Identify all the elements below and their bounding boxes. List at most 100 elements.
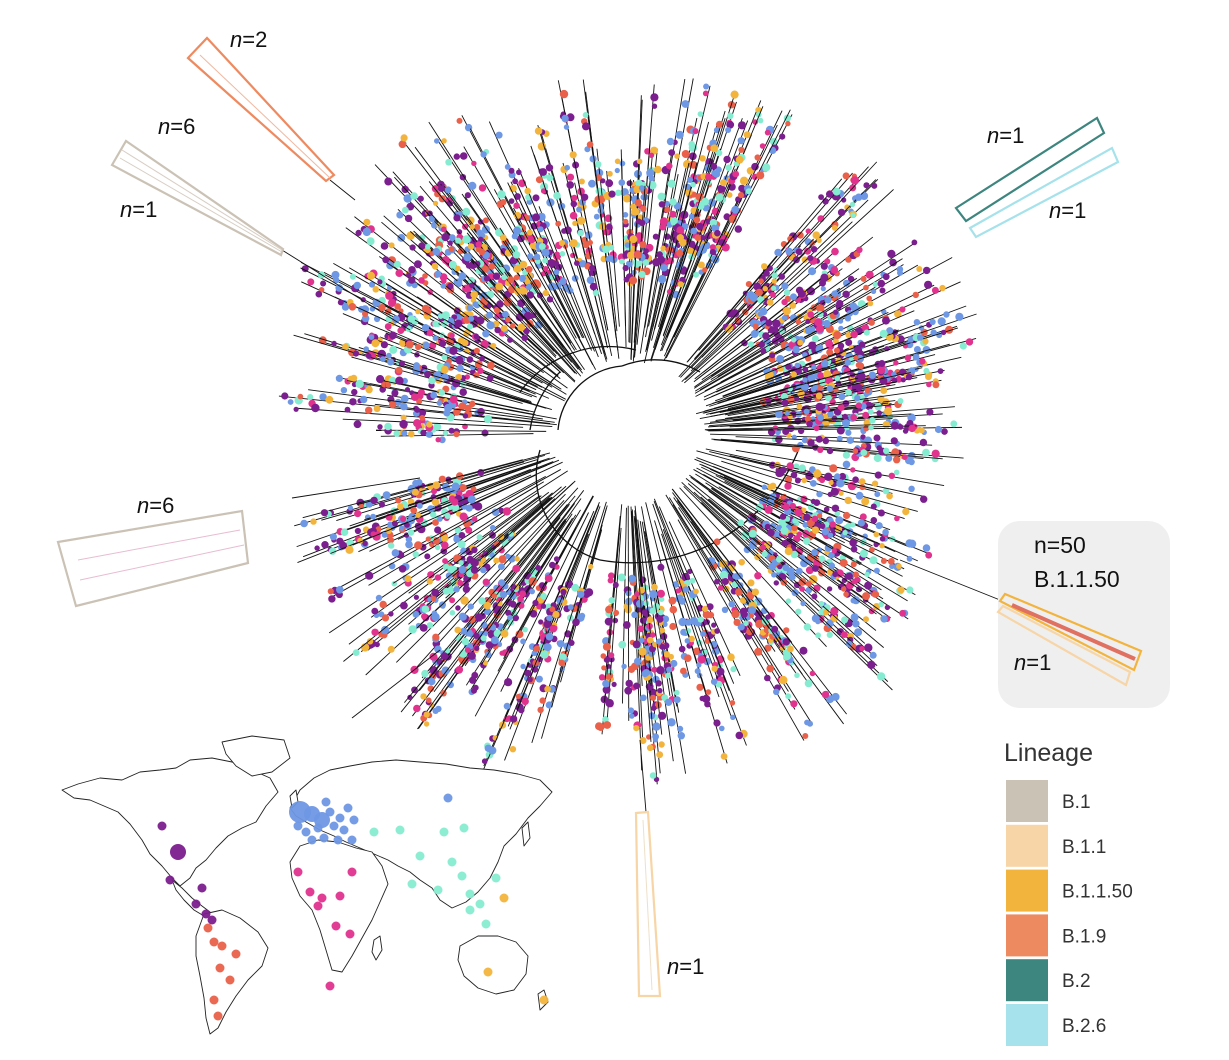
tree-tip <box>732 573 738 580</box>
tree-tip <box>656 666 665 675</box>
tree-tip <box>413 419 422 428</box>
tree-tip <box>793 581 801 589</box>
tree-tip <box>629 235 638 244</box>
tree-tip <box>723 155 731 164</box>
tree-tip <box>710 144 719 153</box>
tree-tip <box>486 290 495 299</box>
tree-tip <box>782 503 790 511</box>
tree-tip <box>648 152 655 158</box>
tree-branch <box>500 512 589 692</box>
tree-tip <box>415 308 421 315</box>
map-point-central-america <box>191 899 201 909</box>
tree-tip <box>782 638 790 646</box>
map-point-north-america <box>157 821 167 831</box>
map-north-america <box>61 757 279 887</box>
tree-tip <box>674 689 680 696</box>
tree-tip <box>622 218 629 225</box>
tree-tip <box>460 547 468 555</box>
tree-tip <box>438 436 446 444</box>
tree-tip <box>367 271 375 280</box>
tree-tip <box>365 406 373 414</box>
tree-tip <box>792 517 799 524</box>
tree-tip <box>438 313 444 320</box>
tree-tip <box>370 513 376 520</box>
tree-tip <box>358 503 364 509</box>
tree-tip <box>293 406 299 412</box>
tree-tip <box>651 666 658 673</box>
tree-tip <box>602 685 611 694</box>
tree-tip <box>802 733 809 739</box>
tree-tip <box>868 319 875 326</box>
tree-tip <box>643 248 649 254</box>
map-greenland <box>221 735 291 777</box>
tree-tip <box>761 484 768 490</box>
map-point-north-america <box>165 875 175 885</box>
tree-tip <box>839 558 848 567</box>
tree-tip <box>510 245 518 253</box>
tree-tip <box>478 248 486 256</box>
tree-tip <box>435 544 441 551</box>
tree-tip <box>331 340 337 347</box>
tree-tip <box>732 170 740 178</box>
tree-tip <box>878 601 884 608</box>
tree-tip <box>488 262 496 270</box>
tree-tip <box>605 699 614 708</box>
tree-tip <box>833 331 842 340</box>
tree-tip <box>468 315 475 322</box>
tree-tip <box>505 609 512 617</box>
tree-tip <box>483 414 492 424</box>
tree-branch <box>666 168 736 338</box>
tree-tip <box>349 273 356 280</box>
tree-tip <box>714 628 721 634</box>
tree-tip <box>815 632 821 639</box>
tree-tip <box>451 498 459 506</box>
tree-tip <box>449 610 456 616</box>
tree-tip <box>782 306 791 316</box>
tree-tip <box>852 571 860 578</box>
tree-tip <box>790 550 799 559</box>
tree-tip <box>489 624 497 631</box>
tree-tip <box>474 613 484 622</box>
tree-tip <box>540 188 547 194</box>
tree-tip <box>934 425 943 434</box>
tree-tip <box>782 564 790 572</box>
tree-tip <box>678 617 687 627</box>
tree-tip <box>602 716 609 723</box>
tree-tip <box>668 149 676 157</box>
tree-branch <box>663 109 791 361</box>
tree-tip <box>863 616 869 623</box>
tree-tip <box>407 529 415 536</box>
tree-tip <box>458 560 464 566</box>
tree-tip <box>812 565 819 572</box>
tree-tip <box>783 289 791 296</box>
tree-tip <box>730 90 739 99</box>
tree-tip <box>688 140 695 148</box>
tree-tip <box>643 600 650 607</box>
tree-tip <box>891 448 900 456</box>
tree-tip <box>762 286 768 292</box>
tree-tip <box>853 355 859 361</box>
tree-tip <box>842 451 851 459</box>
tree-tip <box>662 615 670 623</box>
tree-tip <box>588 563 594 570</box>
map-point-europe <box>319 833 329 843</box>
tree-tip <box>675 130 684 139</box>
tree-tip <box>826 631 833 639</box>
tree-branch <box>730 335 934 401</box>
tree-tip <box>480 151 487 158</box>
map-point-europe <box>333 835 343 845</box>
tree-branch <box>352 464 547 546</box>
tree-tip <box>327 588 334 595</box>
tree-tip <box>515 693 522 700</box>
tree-tip <box>693 271 700 278</box>
tree-tip <box>626 180 633 187</box>
tree-tip <box>859 513 867 521</box>
tree-tip <box>527 676 533 683</box>
tree-tip <box>625 597 633 606</box>
tree-tip <box>805 586 813 594</box>
tree-tip <box>545 701 553 709</box>
tree-tip <box>855 384 863 392</box>
map-point-europe <box>347 835 357 845</box>
tree-tip <box>702 90 709 97</box>
tree-tip <box>835 516 844 525</box>
